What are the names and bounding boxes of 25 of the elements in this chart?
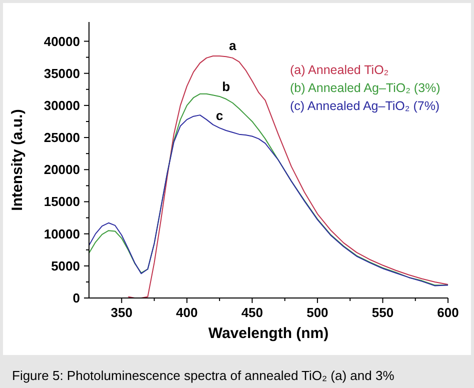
x-tick-label: 500 — [306, 305, 328, 320]
x-tick-label: 350 — [110, 305, 132, 320]
annotation: a — [228, 38, 237, 53]
text: (c) Annealed Ag–TiO₂ (7%) — [290, 99, 440, 113]
y-axis-title: Intensity (a.u.) — [9, 109, 26, 211]
annotation: b — [222, 79, 230, 94]
y-tick-label: 20000 — [44, 162, 80, 178]
x-tick-label: 400 — [176, 305, 198, 320]
y-tick-label: 30000 — [44, 98, 80, 113]
line-series — [128, 56, 448, 298]
text: (b) Annealed Ag–TiO₂ (3%) — [290, 81, 440, 95]
x-tick-label: 600 — [437, 305, 459, 320]
y-tick-label: 10000 — [44, 226, 80, 242]
x-tick-label: 450 — [241, 305, 264, 320]
annotation: c — [216, 108, 224, 123]
y-tick-label: 25000 — [44, 130, 80, 146]
x-axis-title: Wavelength (nm) — [208, 325, 329, 342]
caption: Figure 5: Photoluminescence spectra of annealed TiO₂ (a) and 3% — [12, 368, 395, 383]
y-tick-label: 0 — [72, 290, 80, 306]
x-tick-label: 550 — [372, 305, 394, 320]
text: (a) Annealed TiO₂ — [290, 63, 389, 77]
y-tick-label: 15000 — [44, 194, 80, 210]
y-tick-label: 5000 — [51, 258, 80, 274]
y-tick-label: 35000 — [44, 66, 80, 81]
y-tick-label: 40000 — [44, 34, 80, 49]
